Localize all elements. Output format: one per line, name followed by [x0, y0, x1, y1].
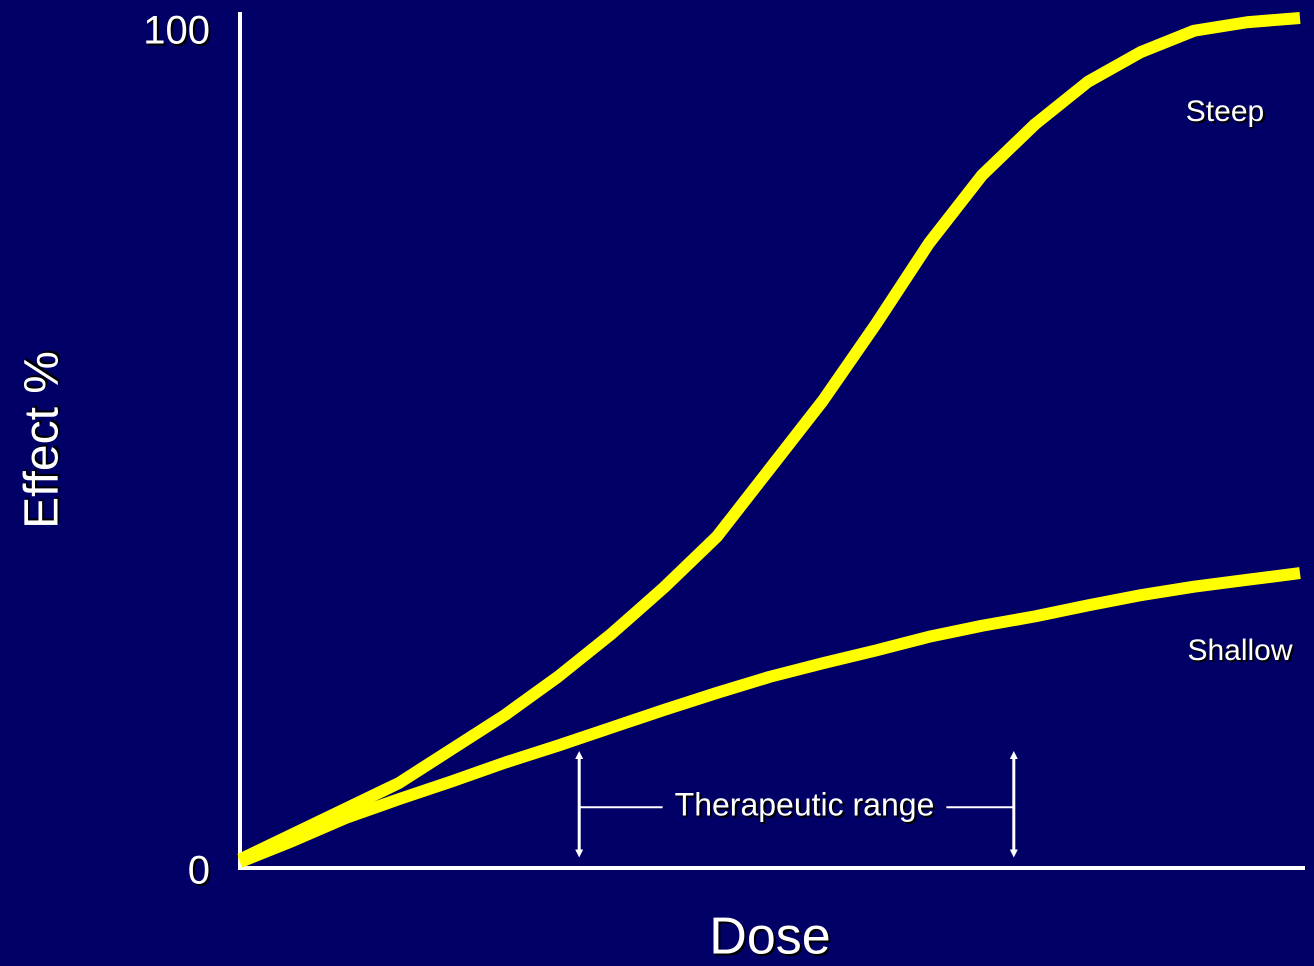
x-axis-label: Dose — [709, 908, 830, 966]
series-label: Shallow — [1187, 634, 1292, 667]
annotation: Therapeutic range — [675, 787, 935, 823]
y-tick-label: 100 — [143, 9, 210, 53]
y-tick-label: 0 — [188, 849, 210, 893]
line-series — [237, 12, 1301, 865]
line-series — [237, 567, 1301, 868]
y-axis-label: Effect % — [16, 351, 69, 529]
series-label: Steep — [1186, 95, 1264, 128]
